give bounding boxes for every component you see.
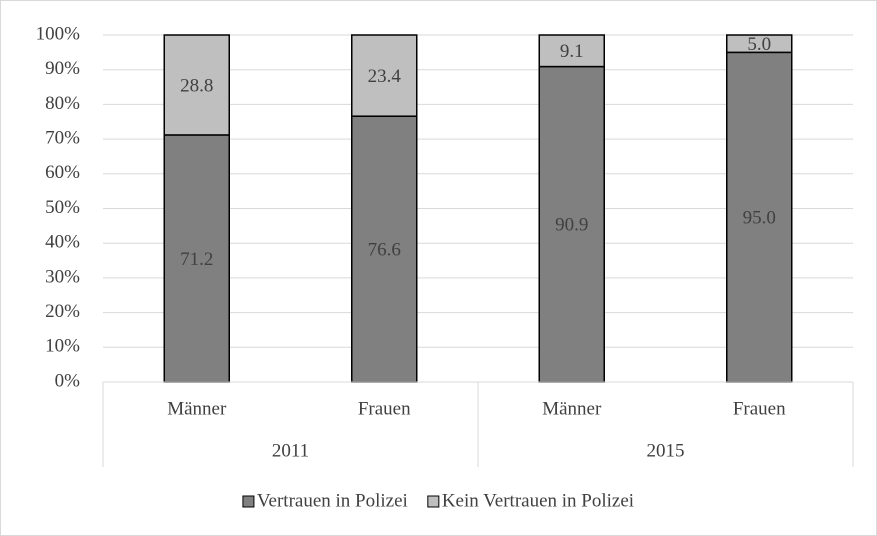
y-tick-label: 20% xyxy=(45,301,80,322)
data-label: 90.9 xyxy=(555,215,588,236)
y-tick-label: 40% xyxy=(45,232,80,253)
bar-segment xyxy=(163,134,230,383)
y-tick-label: 30% xyxy=(45,266,80,287)
legend-label: Kein Vertrauen in Polizei xyxy=(442,490,634,511)
legend-swatch xyxy=(242,495,255,508)
legend-swatch xyxy=(427,495,440,508)
group-label: 2015 xyxy=(647,440,685,461)
y-tick-label: 100% xyxy=(36,23,81,44)
y-tick-label: 70% xyxy=(45,127,80,148)
bar-segment xyxy=(351,115,418,383)
y-tick-label: 50% xyxy=(45,197,80,218)
y-tick-label: 80% xyxy=(45,93,80,114)
group-label: 2011 xyxy=(272,440,309,461)
bar-segment xyxy=(351,34,418,117)
data-label: 5.0 xyxy=(747,34,771,55)
x-tick-label: Frauen xyxy=(358,398,411,419)
y-tick-label: 10% xyxy=(45,336,80,357)
bar-segment xyxy=(726,51,793,383)
x-tick-label: Männer xyxy=(542,398,602,419)
y-tick-label: 90% xyxy=(45,58,80,79)
data-label: 95.0 xyxy=(743,208,776,229)
x-tick-label: Frauen xyxy=(733,398,786,419)
data-label: 9.1 xyxy=(560,41,584,62)
data-label: 71.2 xyxy=(180,249,213,270)
data-label: 28.8 xyxy=(180,75,213,96)
data-label: 23.4 xyxy=(368,66,402,87)
y-tick-label: 60% xyxy=(45,162,80,183)
bar-segment xyxy=(538,34,605,68)
data-label: 76.6 xyxy=(368,239,401,260)
bar-segment xyxy=(163,34,230,136)
legend-label: Vertrauen in Polizei xyxy=(257,490,408,511)
x-tick-label: Männer xyxy=(167,398,227,419)
bar-segment xyxy=(726,34,793,54)
y-tick-label: 0% xyxy=(55,370,81,391)
